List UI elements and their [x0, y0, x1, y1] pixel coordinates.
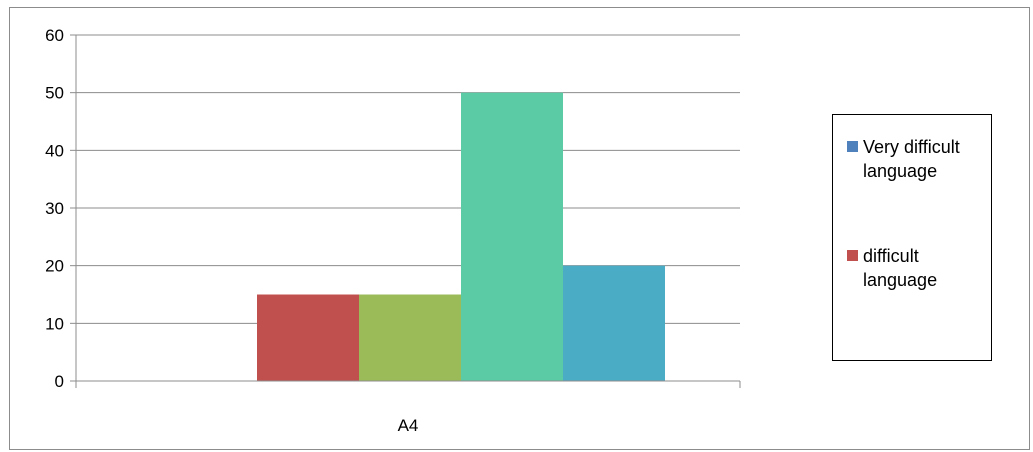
- y-tick-label: 10: [45, 314, 64, 333]
- bar-series-5: [563, 265, 665, 381]
- y-axis-ticks: 0 10 20 30 40 50 60: [45, 26, 76, 391]
- bars: [257, 92, 665, 382]
- y-tick-label: 0: [55, 372, 64, 391]
- x-axis-ticks: A4: [398, 416, 419, 435]
- bar-series-2: [257, 294, 359, 381]
- y-tick-label: 40: [45, 141, 64, 160]
- y-tick-label: 30: [45, 199, 64, 218]
- legend-swatch: [847, 141, 858, 152]
- y-tick-label: 60: [45, 26, 64, 45]
- bar-series-4: [461, 92, 563, 382]
- axes: [70, 35, 741, 388]
- legend-item-difficult: difficult language: [847, 244, 973, 292]
- bar-series-3: [359, 294, 461, 381]
- legend-item-very-difficult: Very difficult language: [847, 135, 973, 183]
- x-tick-label: A4: [398, 416, 419, 435]
- legend-swatch: [847, 250, 858, 261]
- legend-label: Very difficult language: [863, 137, 960, 181]
- y-tick-label: 50: [45, 84, 64, 103]
- y-tick-label: 20: [45, 257, 64, 276]
- legend-label: difficult language: [863, 246, 938, 290]
- legend: Very difficult language difficult langua…: [832, 114, 992, 361]
